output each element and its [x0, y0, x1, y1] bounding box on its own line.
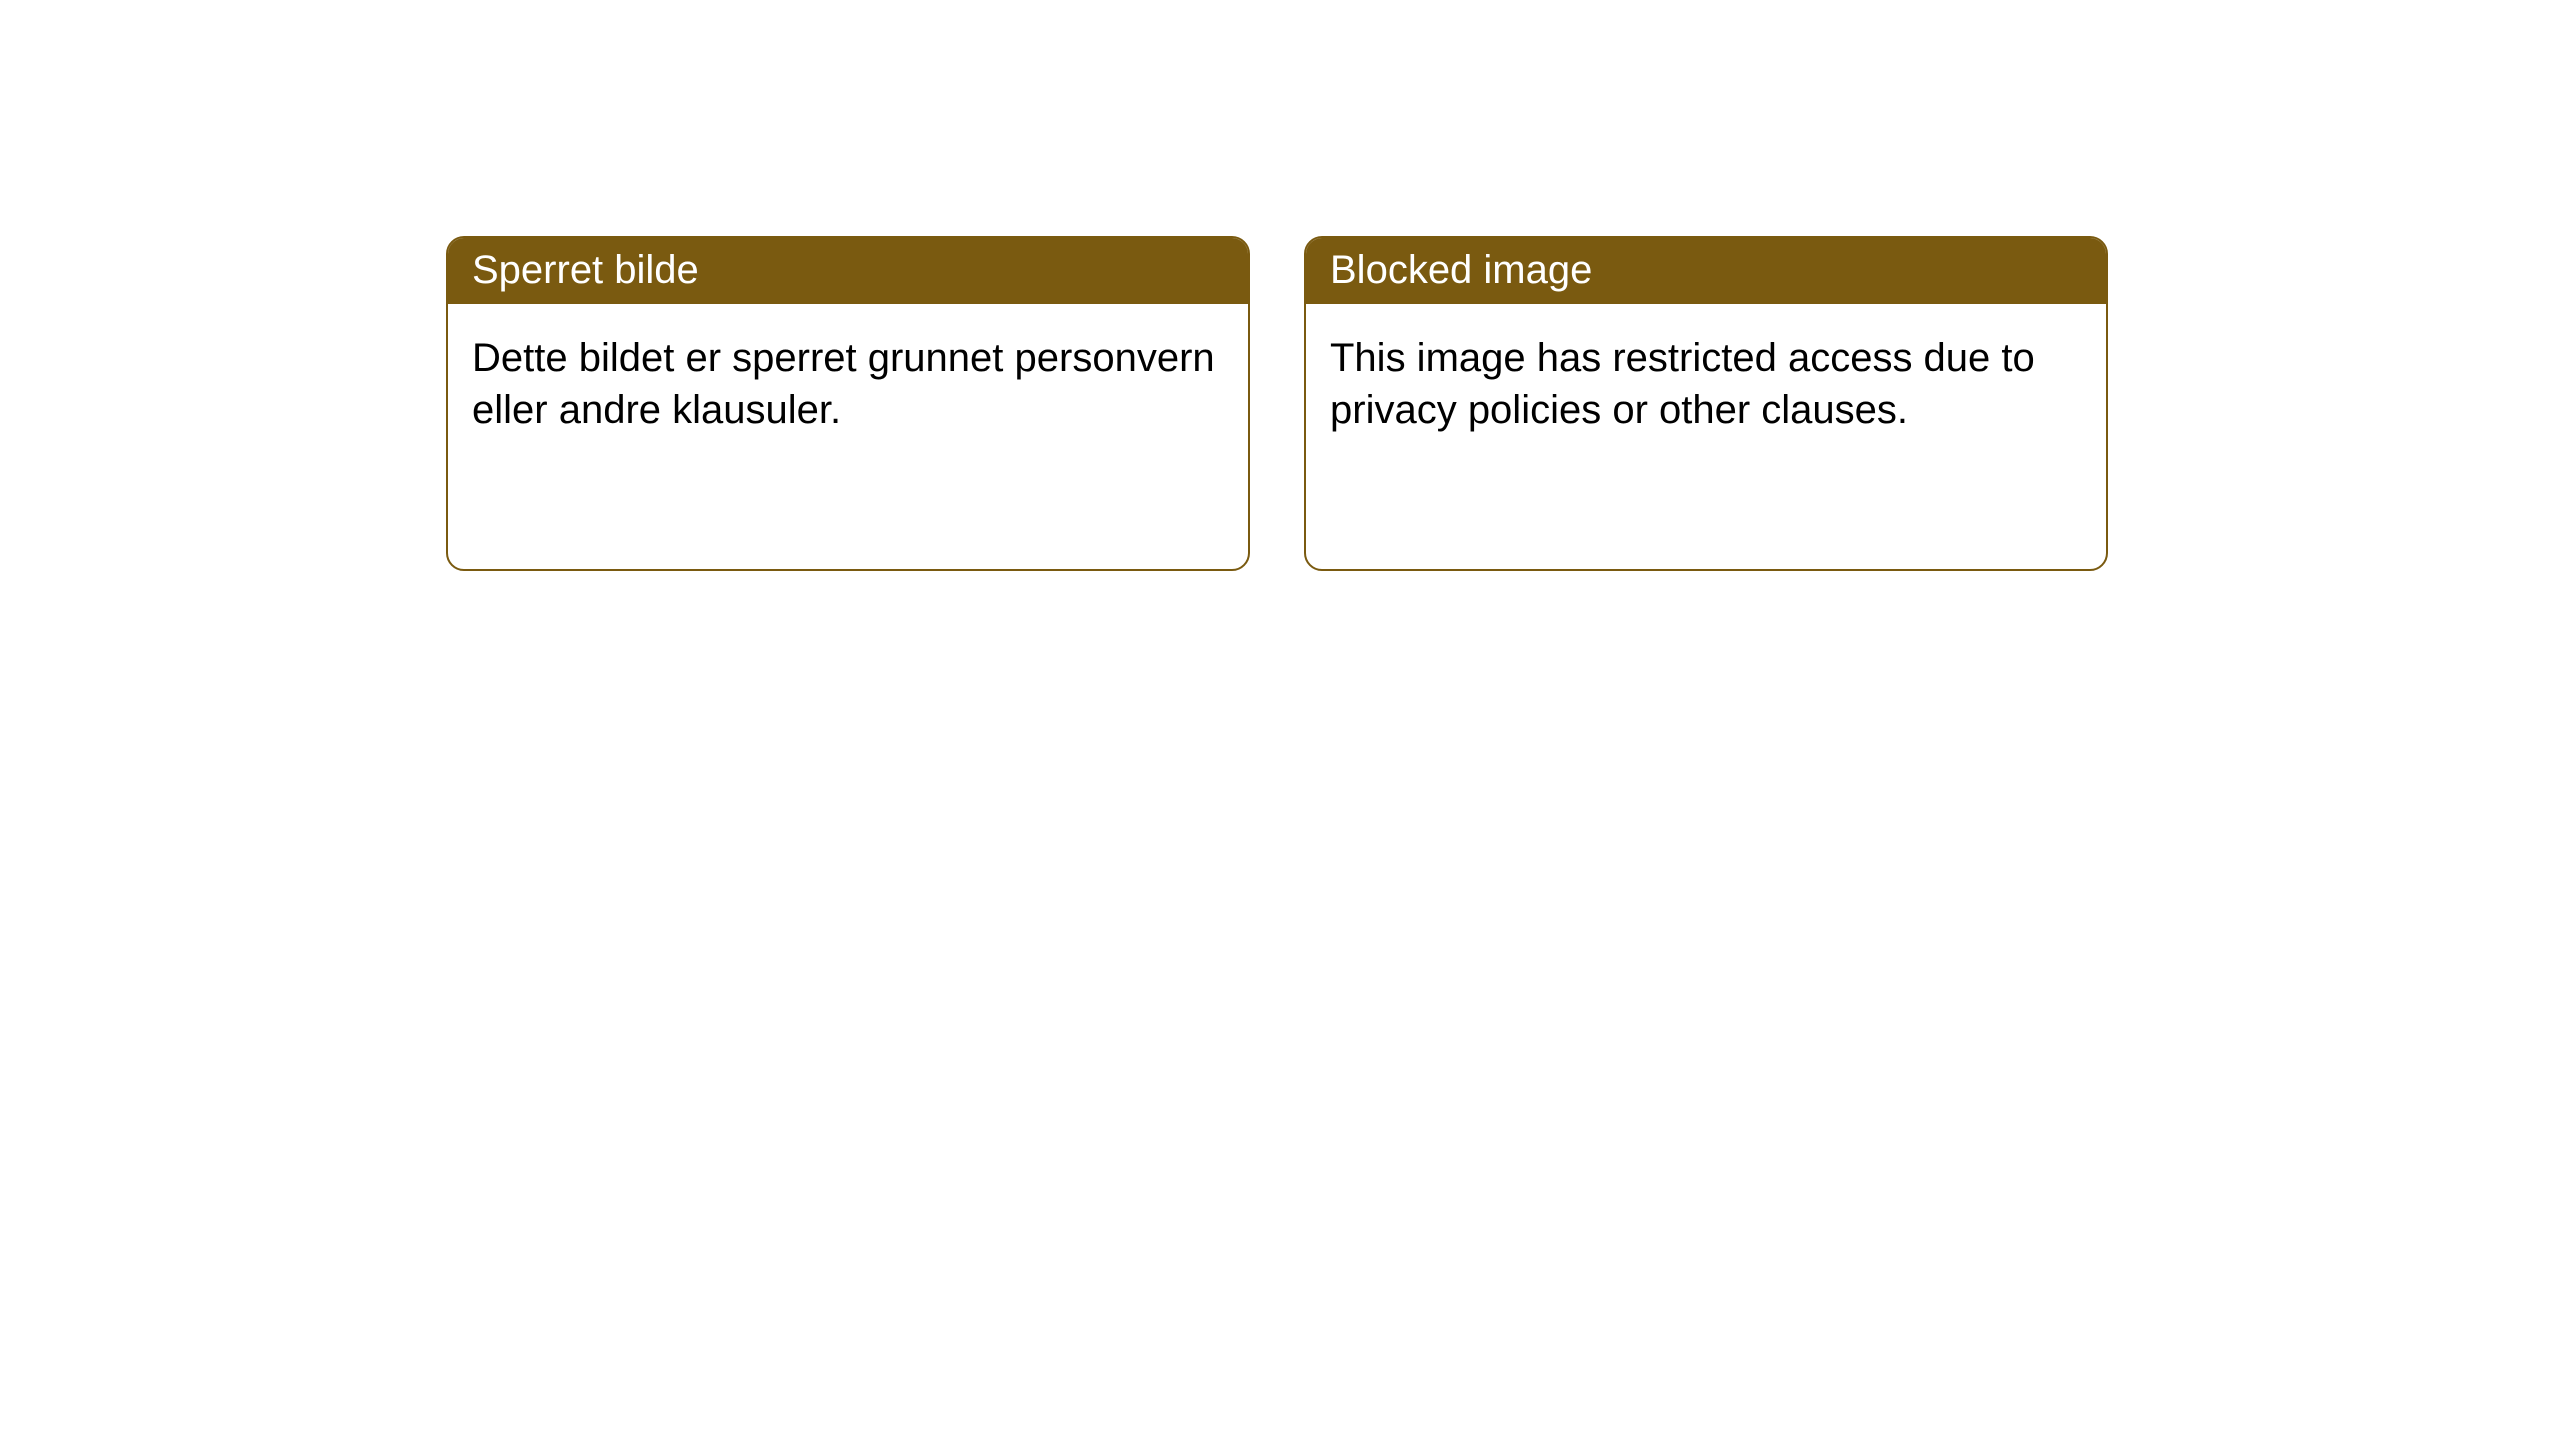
- card-body: This image has restricted access due to …: [1306, 304, 2106, 464]
- notice-container: Sperret bilde Dette bildet er sperret gr…: [0, 0, 2560, 571]
- card-header: Blocked image: [1306, 238, 2106, 304]
- blocked-image-card-no: Sperret bilde Dette bildet er sperret gr…: [446, 236, 1250, 571]
- blocked-image-card-en: Blocked image This image has restricted …: [1304, 236, 2108, 571]
- card-header: Sperret bilde: [448, 238, 1248, 304]
- card-body: Dette bildet er sperret grunnet personve…: [448, 304, 1248, 464]
